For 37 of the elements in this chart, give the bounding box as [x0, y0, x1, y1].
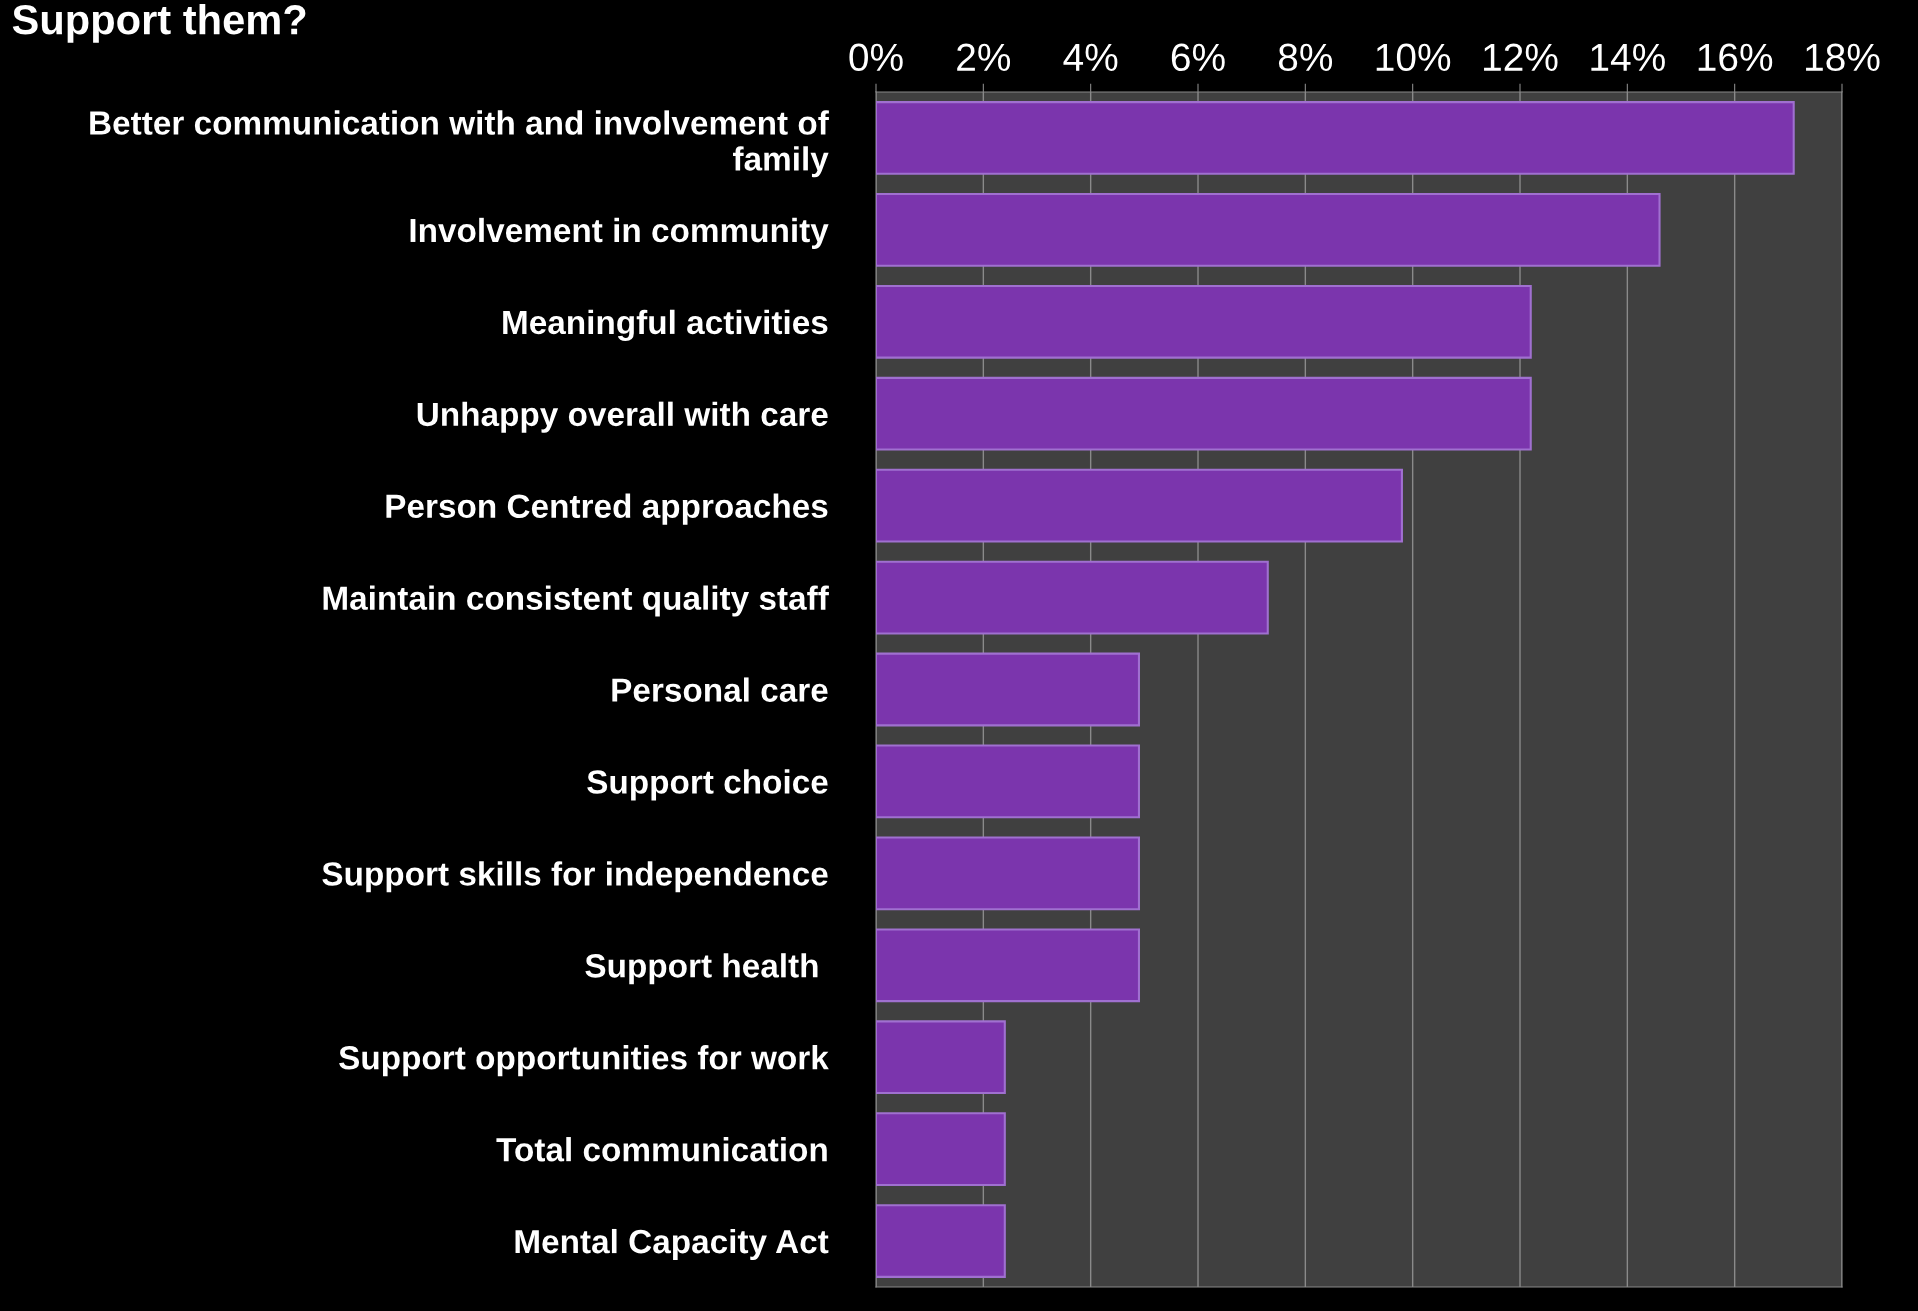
- bar: [876, 1204, 1006, 1278]
- x-tick-label: 18%: [1806, 43, 1880, 72]
- x-tick-label: 14%: [1591, 43, 1665, 71]
- x-tick-label: 6%: [1171, 43, 1225, 72]
- x-tick-label: 10%: [1376, 43, 1451, 72]
- y-tick-label: Support opportunities for work: [339, 1045, 829, 1077]
- y-tick-label: Support skills for independence: [322, 861, 828, 893]
- bar: [876, 376, 1532, 451]
- bar: [876, 468, 1403, 543]
- x-tick-label: 12%: [1484, 43, 1558, 71]
- bar: [876, 284, 1532, 359]
- bar: [876, 101, 1795, 175]
- bar: [876, 560, 1269, 635]
- y-tick-label: Involvement in community: [410, 217, 829, 249]
- bar: [876, 652, 1141, 727]
- bar: [876, 744, 1141, 819]
- y-tick-label: Mental Capacity Act: [515, 1228, 829, 1261]
- y-tick-label: Meaningful activities: [503, 309, 828, 341]
- text: Support them?: [12, 3, 306, 43]
- y-tick-label: Personal care: [612, 677, 828, 702]
- y-tick-label: Total communication: [496, 1137, 827, 1162]
- bar: [876, 928, 1141, 1003]
- x-tick-label: 16%: [1698, 43, 1773, 72]
- y-tick-label: Maintain consistent quality staff: [323, 585, 829, 617]
- y-tick-label: Support health: [585, 953, 818, 985]
- x-tick-label: 8%: [1278, 43, 1333, 72]
- y-tick-label: Person Centred approaches: [386, 493, 828, 525]
- x-tick-label: 0%: [849, 43, 903, 72]
- y-tick-label: Unhappy overall with care: [417, 401, 828, 433]
- y-tick-label: Better communication with and involvement of family: [90, 110, 829, 178]
- bar: [876, 1020, 1006, 1095]
- x-tick-label: 4%: [1063, 43, 1118, 71]
- x-tick-label: 2%: [957, 43, 1011, 71]
- bar: [876, 836, 1141, 911]
- bar: [876, 192, 1661, 267]
- bar: [876, 1112, 1006, 1187]
- y-tick-label: Support choice: [587, 769, 828, 801]
